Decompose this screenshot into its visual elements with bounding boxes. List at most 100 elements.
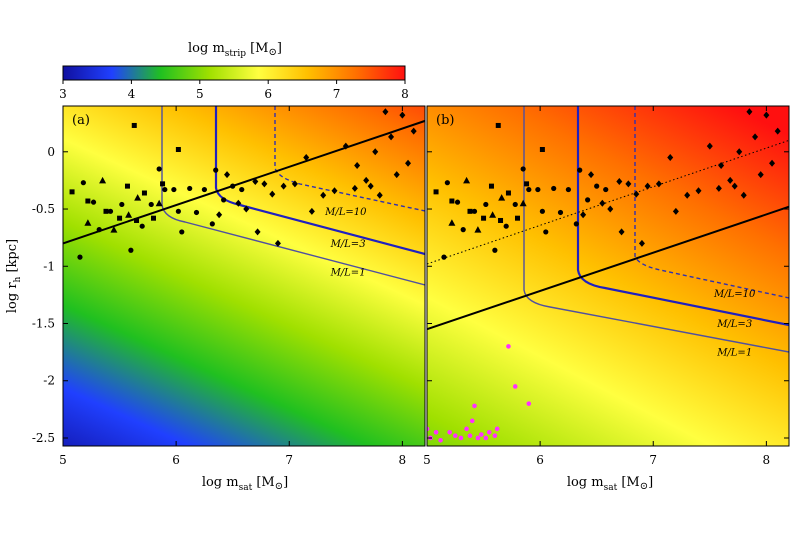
panel-a-point-triangle xyxy=(125,211,133,218)
colorbar-ticks: 3 4 5 6 7 8 xyxy=(59,80,409,101)
panel-a-curves xyxy=(63,106,425,286)
panel-a-curve-label: M/L=10 xyxy=(324,207,367,218)
panel-b-point-circle xyxy=(585,197,591,203)
panel-a-point-diamond xyxy=(216,211,223,219)
panel-a-point-diamond xyxy=(274,239,281,247)
panel-a-point-diamond xyxy=(382,108,389,116)
panel-a-point-triangle xyxy=(99,176,107,184)
panel-b-point-diamond xyxy=(706,142,713,150)
panel-b-point-magenta xyxy=(494,426,500,432)
panel-b-point-diamond xyxy=(588,171,595,179)
panel-a-y-tick-label: -1.5 xyxy=(32,317,55,331)
panel-a-x-ticks: 5 6 7 8 xyxy=(59,106,406,467)
panel-a-point-diamond xyxy=(393,171,400,179)
panel-a-point-square xyxy=(175,147,181,153)
panel-b-point-circle xyxy=(512,201,518,208)
panel-b-point-square xyxy=(488,183,494,189)
panel-b-label: (b) xyxy=(436,113,454,128)
colorbar-strip xyxy=(62,65,406,81)
panel-b-point-diamond xyxy=(672,207,679,215)
panel-a-point-square xyxy=(69,189,75,195)
panel-b-point-diamond xyxy=(638,239,645,247)
panel-a-point-circle xyxy=(171,186,177,193)
panel-b-curve-labels: M/L=10 M/L=3 M/L=1 xyxy=(713,289,756,358)
panel-a-point-circle xyxy=(221,197,227,203)
panel-a-x-tick-label: 7 xyxy=(285,453,293,467)
panel-b-point-diamond xyxy=(752,133,759,141)
panel-a-point-circle xyxy=(179,229,185,235)
panel-a-point-triangle xyxy=(155,199,163,207)
panel-a-point-circle xyxy=(128,247,134,253)
panel-b-y-tickmarks xyxy=(427,151,789,439)
panel-b-point-magenta xyxy=(512,384,518,389)
panel-b-point-circle xyxy=(520,166,526,172)
panel-b-point-diamond xyxy=(667,154,674,162)
panel-b-point-magenta xyxy=(427,426,430,432)
panel-b-point-circle xyxy=(573,221,579,227)
panel-a-point-square xyxy=(134,217,140,223)
panel-b-point-diamond xyxy=(607,205,614,213)
panel-b-point-circle xyxy=(535,186,541,193)
panel-a-point-diamond xyxy=(254,228,261,236)
panel-a-point-circle xyxy=(77,254,83,260)
panel-b-point-diamond xyxy=(580,211,587,219)
panel-b-point-diamond xyxy=(684,191,691,199)
panel-a-point-diamond xyxy=(388,133,395,141)
panel-b-point-diamond xyxy=(655,180,662,188)
panel-b-point-magenta xyxy=(464,426,469,432)
panel-b-x-tick-label: 5 xyxy=(423,453,431,467)
panel-b-point-circle xyxy=(526,186,532,193)
panel-a-diagonal-line xyxy=(63,119,425,245)
panel-a-ylabel: log rh [kpc] xyxy=(5,239,23,313)
panel-b-xlabel: log msat [M⊙] xyxy=(567,475,653,493)
panel-a-x-tick-label: 5 xyxy=(59,453,67,467)
colorbar-tick-label: 3 xyxy=(59,87,67,101)
panel-a-point-diamond xyxy=(354,162,361,170)
panel-a-point-diamond xyxy=(261,180,268,188)
panel-a-point-circle xyxy=(230,183,236,189)
panel-a-point-circle xyxy=(193,209,200,216)
panel-a-point-circle xyxy=(148,201,154,208)
panel-b-point-triangle xyxy=(463,176,471,184)
panel-a-point-square xyxy=(160,181,166,187)
panel-a-y-tick-label: 0 xyxy=(47,145,55,159)
panel-b-point-triangle xyxy=(448,219,456,226)
panel-a-point-circle xyxy=(239,186,245,193)
panel-b-point-square xyxy=(467,208,473,214)
panel-a-x-tick-label: 6 xyxy=(172,453,180,467)
panel-a-point-diamond xyxy=(372,148,379,156)
panel-b-point-square xyxy=(515,215,520,221)
colorbar-tick-label: 8 xyxy=(401,87,409,101)
panel-b-point-diamond xyxy=(740,191,747,199)
colorbar: log mstrip [M⊙] 3 4 5 6 7 8 xyxy=(59,41,409,101)
panel-a-xlabel: log msat [M⊙] xyxy=(202,475,288,493)
panel-a-point-triangle xyxy=(134,194,142,201)
panel-b-point-diamond xyxy=(618,228,625,236)
panel-a-curve-ml1 xyxy=(161,106,425,286)
panel-a-curve-label: M/L=1 xyxy=(330,267,366,278)
panel-a-point-circle xyxy=(209,221,215,227)
panel-a-point-diamond xyxy=(367,182,374,190)
panel-a: (a) M/L=10 M/L=3 M/L=1 5 6 7 8 0 -0.5 -1 -1.5 -2 -… xyxy=(5,105,426,493)
panel-a-point-circle xyxy=(156,166,162,172)
panel-b-point-circle xyxy=(539,208,545,214)
panel-b-point-magenta xyxy=(486,429,492,435)
panel-b-curve-label: M/L=1 xyxy=(716,348,752,359)
panel-b-point-diamond xyxy=(757,171,764,179)
panel-b-point-circle xyxy=(565,186,572,193)
panel-a-point-triangle xyxy=(84,219,92,226)
panel-a-points xyxy=(69,108,417,260)
panel-a-point-diamond xyxy=(303,154,310,162)
panel-a-point-diamond xyxy=(243,205,250,213)
panel-a-y-tick-label: -2.5 xyxy=(32,431,55,445)
panel-a-point-circle xyxy=(187,185,193,192)
panel-b-point-square xyxy=(524,181,530,187)
panel-b-point-circle xyxy=(551,185,557,192)
panel-a-point-circle xyxy=(90,199,97,205)
panel-b-background xyxy=(427,106,789,446)
panel-b-point-circle xyxy=(454,199,461,205)
panel-b-point-diamond xyxy=(731,182,738,190)
panel-a-x-tick-label: 8 xyxy=(399,453,407,467)
panel-b-point-diamond xyxy=(774,127,781,135)
panel-b-point-circle xyxy=(483,201,489,208)
